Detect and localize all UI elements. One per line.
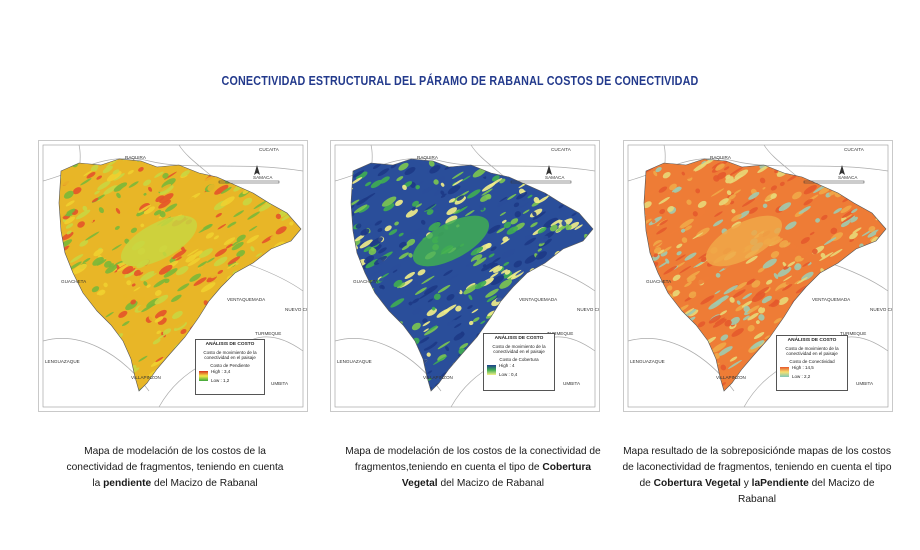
caption-bold: pendiente bbox=[103, 478, 152, 489]
place-label-cucaita: CUCAITA bbox=[844, 147, 865, 152]
caption-bold: Cobertura Vegetal bbox=[401, 462, 592, 489]
place-label-lenguazaque: LENGUAZAQUE bbox=[45, 359, 80, 364]
legend-swatch bbox=[780, 367, 789, 377]
legend-ramp: High : 14,5 Low : 2,2 bbox=[780, 365, 844, 379]
legend-low: Low : 1,2 bbox=[211, 377, 230, 383]
legend-low: Low : 2,2 bbox=[792, 373, 811, 379]
place-label-lenguazaque: LENGUAZAQUE bbox=[630, 359, 665, 364]
place-label-villapinzon: VILLAPINZON bbox=[131, 375, 161, 380]
legend-swatch bbox=[487, 365, 496, 375]
map-panel-conectividad: RAQUIRA CUCAITA SAMACA GUACHETA VENTAQUEMADA… bbox=[623, 140, 893, 412]
place-label-raquira: RAQUIRA bbox=[417, 155, 439, 160]
legend-ramp: High : 3,4 Low : 1,2 bbox=[199, 369, 261, 383]
place-label-turmeque: TURMEQUE bbox=[547, 331, 573, 336]
caption-text: y bbox=[740, 478, 752, 489]
caption-text: Mapa de modelación de los costos de la c… bbox=[66, 446, 284, 489]
cost-raster bbox=[59, 159, 301, 391]
legend-title: ANÁLISIS DE COSTO bbox=[787, 338, 837, 343]
map-frame bbox=[627, 144, 889, 408]
place-label-turmeque: TURMEQUE bbox=[840, 331, 866, 336]
place-label-umbita: UMBITA bbox=[563, 381, 581, 386]
place-label-guacheta: GUACHETA bbox=[646, 279, 672, 284]
caption-conectividad: Mapa resultado de la sobreposicióndе map… bbox=[622, 444, 892, 508]
scale-bar bbox=[218, 180, 280, 184]
scale-bar bbox=[510, 180, 572, 184]
study-area-outline bbox=[58, 158, 302, 392]
legend-title: ANÁLISIS DE COSTO bbox=[205, 342, 255, 347]
caption-bold: Cobertura Vegetal bbox=[653, 478, 741, 489]
caption-bold: laPendiente bbox=[751, 478, 809, 489]
legend-cobertura: ANÁLISIS DE COSTO Costo de movimiento de… bbox=[483, 333, 555, 391]
legend-variable: Costo de Pendiente bbox=[210, 362, 250, 368]
study-area-outline bbox=[643, 158, 887, 392]
legend-variable: Costo de Conectividad bbox=[789, 358, 835, 364]
place-label-ventaquemada: VENTAQUEMADA bbox=[227, 297, 266, 302]
north-arrow-icon bbox=[839, 165, 845, 175]
legend-subtitle: Costo de movimiento de la conectividad e… bbox=[203, 349, 257, 361]
legend-high: High : 4 bbox=[499, 363, 515, 368]
caption-pendiente: Mapa de modelación de los costos de la c… bbox=[66, 444, 284, 492]
legend-high: High : 3,4 bbox=[211, 369, 231, 374]
legend-high: High : 14,5 bbox=[792, 365, 814, 370]
caption-text: Mapa resultado de la sobreposicióndе map… bbox=[622, 446, 892, 489]
map-frame bbox=[334, 144, 596, 408]
map-conectividad: RAQUIRA CUCAITA SAMACA GUACHETA VENTAQUEMADA… bbox=[627, 144, 892, 408]
cost-raster bbox=[351, 159, 593, 391]
scale-bar bbox=[803, 180, 865, 184]
place-label-guacheta: GUACHETA bbox=[353, 279, 379, 284]
caption-text: del Macizo de Rabanal bbox=[151, 478, 258, 489]
place-label-umbita: UMBITA bbox=[856, 381, 874, 386]
place-label-ventaquemada: VENTAQUEMADA bbox=[519, 297, 558, 302]
legend-low: Low : 0,4 bbox=[499, 371, 518, 377]
caption-text: del Macizo de Rabanal bbox=[437, 478, 545, 489]
map-pendiente: RAQUIRA CUCAITA SAMACA GUACHETA VENTAQUEMADA… bbox=[42, 144, 307, 408]
legend-ramp: High : 4 Low : 0,4 bbox=[487, 363, 551, 377]
place-label-samaca: SAMACA bbox=[253, 175, 273, 180]
place-label-raquira: RAQUIRA bbox=[125, 155, 147, 160]
map-frame bbox=[42, 144, 304, 408]
legend-conectividad: ANÁLISIS DE COSTO Costo de movimiento de… bbox=[776, 335, 848, 391]
place-label-samaca: SAMACA bbox=[838, 175, 858, 180]
legend-swatch bbox=[199, 371, 208, 381]
place-label-nuevo_colon: NUEVO COLON bbox=[870, 307, 892, 312]
legend-variable: Costo de Cobertura bbox=[499, 356, 539, 362]
map-panel-cobertura: RAQUIRA CUCAITA SAMACA GUACHETA VENTAQUEMADA… bbox=[330, 140, 600, 412]
place-label-villapinzon: VILLAPINZON bbox=[423, 375, 453, 380]
caption-text: Mapa de modelación de los costos de la c… bbox=[345, 446, 601, 473]
place-label-lenguazaque: LENGUAZAQUE bbox=[337, 359, 372, 364]
caption-cobertura: Mapa de modelación de los costos de la c… bbox=[336, 444, 610, 492]
legend-subtitle: Costo de movimiento de la conectividad e… bbox=[492, 343, 546, 355]
map-panel-pendiente: RAQUIRA CUCAITA SAMACA GUACHETA VENTAQUEMADA… bbox=[38, 140, 308, 412]
place-label-raquira: RAQUIRA bbox=[710, 155, 732, 160]
page-title: CONECTIVIDAD ESTRUCTURAL DEL PÁRAMO DE R… bbox=[221, 74, 699, 88]
map-cobertura: RAQUIRA CUCAITA SAMACA GUACHETA VENTAQUEMADA… bbox=[334, 144, 599, 408]
study-area-outline bbox=[350, 158, 594, 392]
north-arrow-icon bbox=[254, 165, 260, 175]
place-label-turmeque: TURMEQUE bbox=[255, 331, 281, 336]
place-label-nuevo_colon: NUEVO COLON bbox=[285, 307, 307, 312]
place-label-ventaquemada: VENTAQUEMADA bbox=[812, 297, 851, 302]
place-label-cucaita: CUCAITA bbox=[551, 147, 572, 152]
north-arrow-icon bbox=[546, 165, 552, 175]
place-label-umbita: UMBITA bbox=[271, 381, 289, 386]
legend-subtitle: Costo de movimiento de la conectividad e… bbox=[785, 345, 839, 357]
legend-title: ANÁLISIS DE COSTO bbox=[494, 336, 544, 341]
place-label-samaca: SAMACA bbox=[545, 175, 565, 180]
place-label-villapinzon: VILLAPINZON bbox=[716, 375, 746, 380]
place-label-nuevo_colon: NUEVO COLON bbox=[577, 307, 599, 312]
cost-raster bbox=[644, 159, 886, 391]
legend-pendiente: ANÁLISIS DE COSTO Costo de movimiento de… bbox=[195, 339, 265, 395]
caption-text: del Macizo de Rabanal bbox=[738, 478, 875, 505]
place-label-cucaita: CUCAITA bbox=[259, 147, 280, 152]
place-label-guacheta: GUACHETA bbox=[61, 279, 87, 284]
